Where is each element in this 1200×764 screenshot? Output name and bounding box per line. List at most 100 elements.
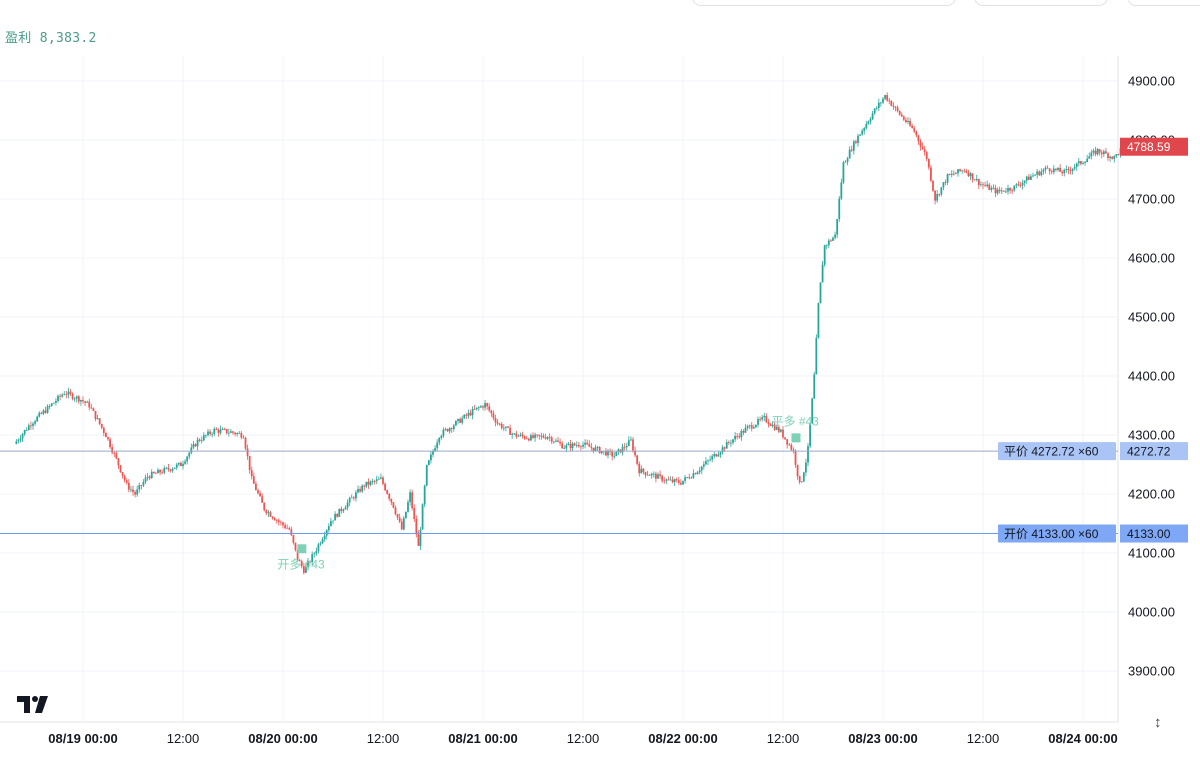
candle-body bbox=[57, 395, 59, 402]
candle-body bbox=[321, 539, 324, 544]
candle-body bbox=[1007, 188, 1009, 192]
candle-body bbox=[561, 443, 564, 449]
candle-body bbox=[115, 453, 118, 459]
tradingview-logo-icon[interactable] bbox=[17, 694, 51, 714]
candle-body bbox=[596, 447, 599, 448]
candle-body bbox=[448, 428, 451, 432]
candle-body bbox=[686, 477, 689, 479]
trade-marker[interactable] bbox=[297, 544, 307, 554]
candle-body bbox=[896, 107, 899, 111]
candle-body bbox=[346, 502, 349, 508]
candle-body bbox=[475, 407, 478, 410]
candle-body bbox=[513, 433, 516, 435]
candle-body bbox=[390, 498, 393, 503]
axis-price-tag-text: 4133.00 bbox=[1127, 527, 1171, 541]
candle-body bbox=[444, 429, 447, 430]
candle-body bbox=[1005, 191, 1007, 193]
candle-body bbox=[600, 451, 603, 454]
trade-marker-label: 开多 #43 bbox=[277, 557, 325, 571]
scale-toggle-icon[interactable]: ↕ bbox=[1154, 714, 1162, 731]
candle-body bbox=[852, 141, 855, 151]
candle-body bbox=[413, 508, 416, 520]
candle-body bbox=[438, 437, 441, 443]
price-chart[interactable]: 平价 4272.72 ×60 4272.72 开价 4133.00 ×60 4133.… bbox=[0, 56, 1200, 764]
candle-body bbox=[713, 454, 716, 457]
toolbar-button[interactable] bbox=[1127, 0, 1200, 6]
candle-body bbox=[213, 428, 216, 434]
candle-body bbox=[125, 480, 128, 483]
candle-body bbox=[946, 174, 949, 183]
candle-body bbox=[675, 479, 678, 481]
candle-body bbox=[980, 184, 982, 186]
candle-body bbox=[1055, 168, 1057, 170]
candle-body bbox=[73, 398, 76, 400]
candle-body bbox=[236, 433, 239, 435]
candle-body bbox=[682, 480, 684, 485]
candle-body bbox=[1111, 156, 1114, 159]
candle-body bbox=[830, 240, 832, 242]
candle-body bbox=[425, 464, 428, 486]
trade-marker[interactable] bbox=[791, 433, 801, 443]
candle-body bbox=[1009, 188, 1011, 191]
toolbar-button[interactable] bbox=[974, 0, 1108, 6]
candle-body bbox=[655, 473, 657, 479]
candle-body bbox=[394, 507, 397, 515]
candle-body bbox=[975, 178, 978, 181]
candle-body bbox=[21, 434, 24, 439]
candle-body bbox=[692, 473, 695, 478]
candle-body bbox=[998, 189, 1001, 192]
candle-body bbox=[802, 472, 805, 482]
candle-body bbox=[1034, 174, 1036, 176]
candle-body bbox=[105, 432, 107, 438]
candle-body bbox=[196, 439, 199, 447]
candle-body bbox=[1019, 185, 1022, 186]
x-axis-tick-label: 12:00 bbox=[567, 731, 600, 746]
symbol-search-box[interactable] bbox=[692, 0, 956, 6]
candle-body bbox=[311, 554, 314, 562]
candle-body bbox=[611, 451, 614, 457]
candle-body bbox=[588, 444, 591, 447]
candle-body bbox=[175, 464, 178, 468]
candle-body bbox=[1084, 162, 1086, 163]
candle-body bbox=[192, 444, 195, 448]
candle-body bbox=[292, 535, 295, 543]
candle-body bbox=[357, 489, 359, 493]
candle-body bbox=[763, 415, 766, 418]
candle-body bbox=[1071, 168, 1074, 171]
position-line-tag[interactable] bbox=[998, 442, 1116, 461]
plot-area[interactable] bbox=[0, 56, 1118, 722]
candle-body bbox=[567, 443, 570, 446]
candle-body bbox=[480, 406, 482, 408]
candle-body bbox=[834, 234, 836, 238]
candle-body bbox=[752, 427, 755, 429]
candle-body bbox=[409, 492, 411, 503]
candle-body bbox=[746, 426, 749, 428]
candle-body bbox=[90, 407, 93, 409]
candle-body bbox=[273, 518, 276, 521]
candle-body bbox=[613, 456, 616, 457]
top-toolbar bbox=[0, 0, 1200, 20]
candle-body bbox=[1109, 156, 1111, 158]
candle-body bbox=[888, 100, 891, 102]
candle-body bbox=[890, 100, 893, 106]
candle-body bbox=[42, 410, 45, 414]
candle-body bbox=[455, 420, 457, 426]
candle-body bbox=[709, 459, 711, 461]
candle-body bbox=[136, 489, 139, 495]
candle-body bbox=[894, 106, 897, 108]
candle-body bbox=[796, 464, 799, 477]
candle-body bbox=[80, 399, 82, 402]
candle-body bbox=[157, 469, 159, 474]
candle-body bbox=[1088, 156, 1091, 159]
candle-body bbox=[973, 179, 976, 181]
candle-body bbox=[548, 437, 551, 438]
candle-body bbox=[755, 424, 757, 428]
candle-body bbox=[871, 113, 874, 120]
candle-body bbox=[1102, 151, 1105, 155]
candle-body bbox=[590, 446, 593, 448]
candle-body bbox=[1044, 167, 1047, 170]
candle-body bbox=[930, 167, 932, 181]
candle-body bbox=[869, 119, 872, 122]
candle-body bbox=[127, 482, 130, 490]
position-line-tag[interactable] bbox=[998, 524, 1116, 543]
